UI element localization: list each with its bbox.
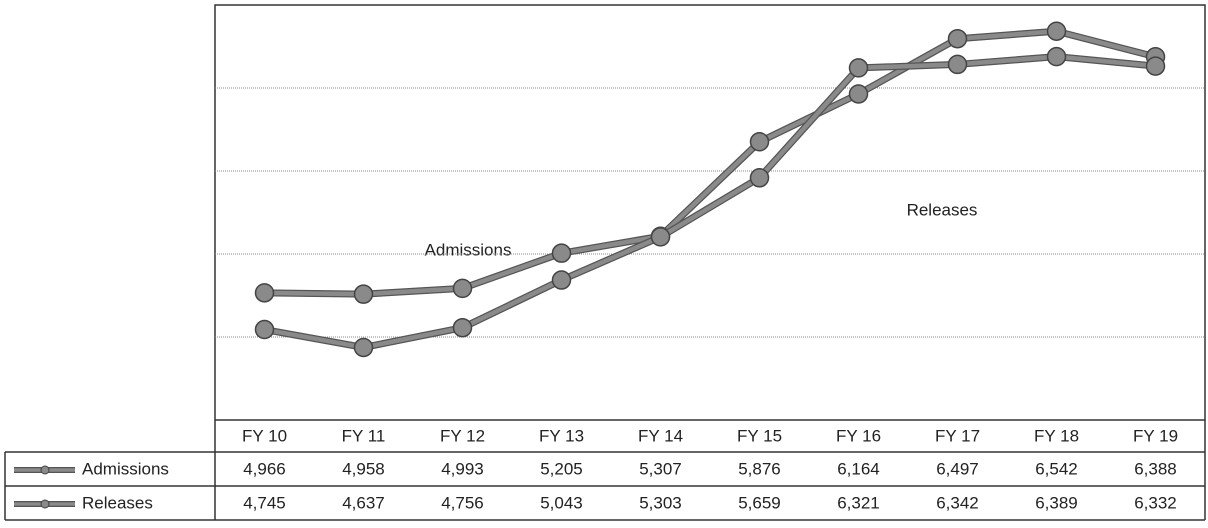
value-label: 4,993 [441,459,484,478]
value-label: 6,542 [1035,459,1078,478]
value-label: 5,205 [540,459,583,478]
x-tick-label: FY 18 [1034,426,1079,445]
marker [947,54,968,75]
value-label: 5,307 [639,459,682,478]
legend-marker [40,465,50,475]
marker [848,58,869,78]
annotation: Admissions [425,240,512,259]
marker [551,270,572,290]
value-label: 5,303 [639,493,682,512]
marker [353,337,374,358]
value-label: 6,164 [837,459,880,478]
x-tick-label: FY 19 [1133,426,1178,445]
value-label: 6,389 [1035,493,1078,512]
marker [452,278,473,299]
value-label: 5,876 [738,459,781,478]
x-tick-label: FY 10 [242,426,287,445]
marker [749,132,770,152]
series-line [264,28,1157,297]
x-tick-label: FY 15 [737,426,782,445]
value-label: 4,745 [243,493,286,512]
x-tick-label: FY 12 [440,426,485,445]
value-label: 5,659 [738,493,781,512]
marker [848,84,869,104]
series-line [264,54,1156,350]
legend-marker [40,499,50,509]
value-label: 6,321 [837,493,880,512]
annotation: Releases [907,200,978,219]
value-label: 4,966 [243,459,286,478]
x-tick-label: FY 14 [638,426,683,445]
value-label: 6,388 [1134,459,1177,478]
value-label: 6,497 [936,459,979,478]
plot-frame [214,4,1206,421]
marker [1145,56,1166,76]
x-tick-label: FY 17 [935,426,980,445]
marker [749,168,770,188]
marker [551,243,572,263]
series-line-outline [263,53,1156,351]
value-label: 6,332 [1134,493,1177,512]
value-label: 4,756 [441,493,484,512]
marker [1046,21,1067,41]
x-tick-label: FY 11 [342,426,386,445]
value-label: 4,637 [342,493,385,512]
legend-label: Releases [82,493,153,512]
legend-label: Admissions [82,459,169,478]
marker [650,227,671,247]
x-tick-label: FY 16 [836,426,881,445]
value-label: 6,342 [936,493,979,512]
marker [947,28,968,49]
marker [353,284,374,304]
x-tick-label: FY 13 [539,426,584,445]
marker [254,283,275,303]
series-line-outline [264,27,1157,298]
marker [254,319,275,340]
marker [1046,46,1067,67]
value-label: 4,958 [342,459,385,478]
marker [452,317,473,338]
value-label: 5,043 [540,493,583,512]
